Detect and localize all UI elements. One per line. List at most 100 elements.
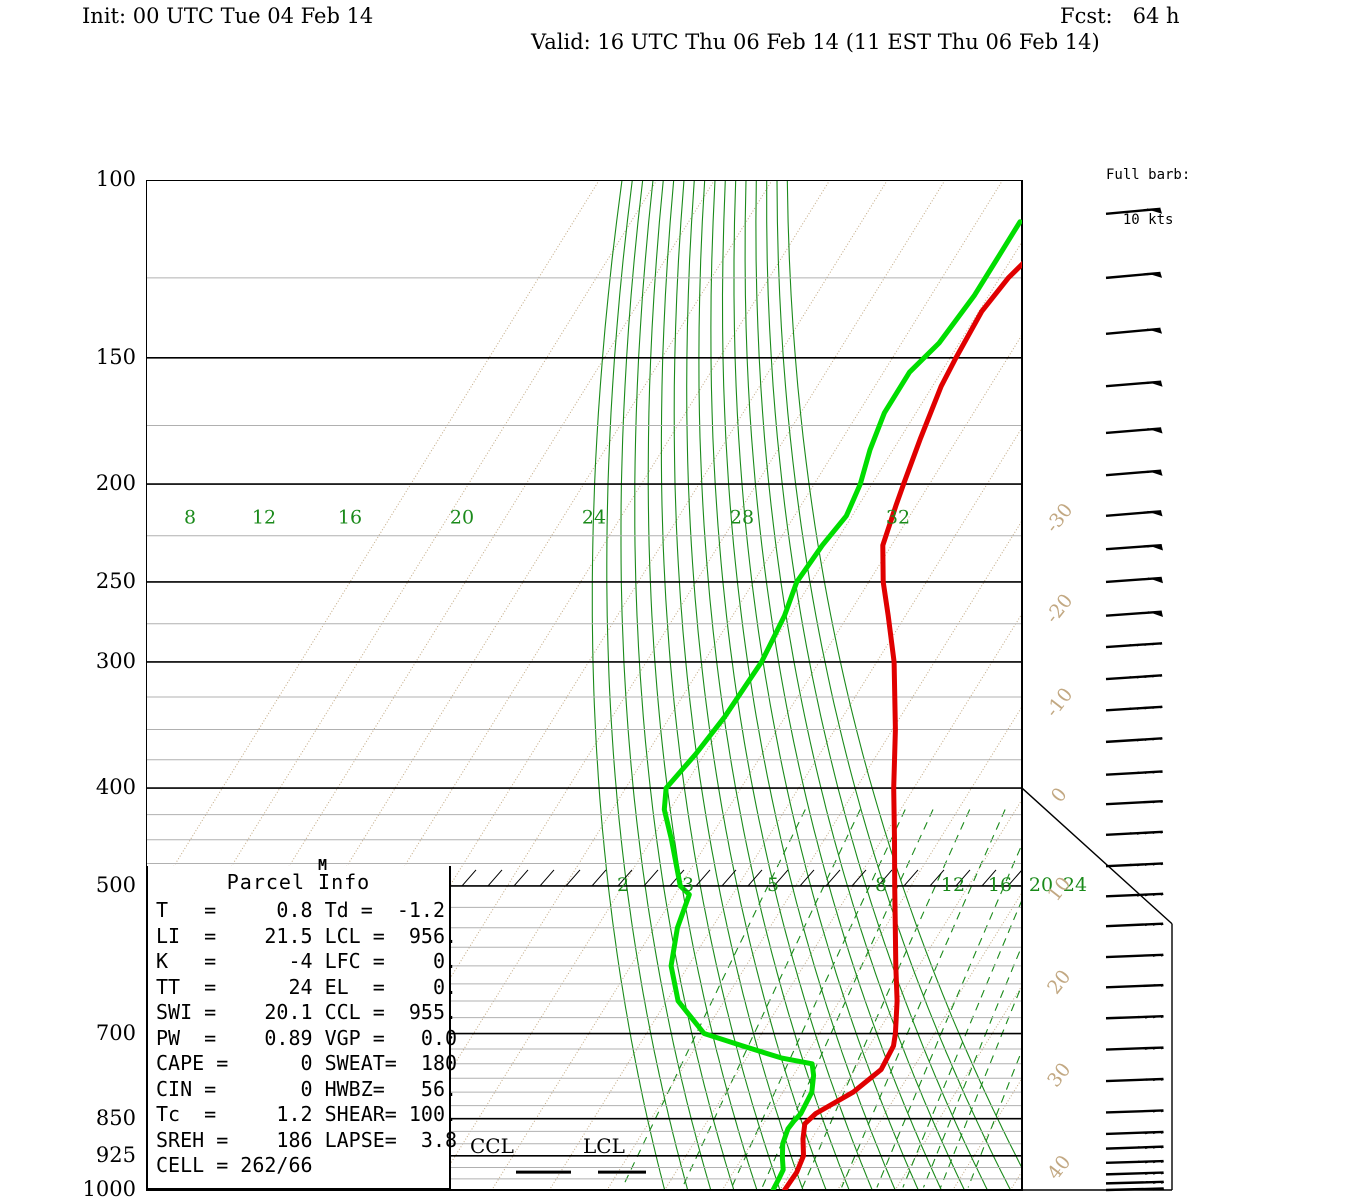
wind-barb	[1106, 273, 1162, 278]
mixing-ratio-line	[732, 810, 906, 1188]
isotherm-right-label: -20	[1041, 590, 1077, 628]
wind-barb	[1106, 1173, 1164, 1175]
isotherm-line	[492, 180, 1118, 1190]
mixing-ratio-label: 12	[941, 874, 965, 896]
dewpoint-curve	[664, 222, 1020, 1190]
wind-barb	[1106, 801, 1163, 804]
isotherm-line	[838, 180, 1350, 1190]
pressure-tick-label: 100	[50, 167, 136, 191]
parcel-info-row: SREH = 186 LAPSE= 3.8	[156, 1128, 449, 1154]
isotherm-top-label: -50	[1095, 180, 1131, 181]
parcel-info-row: LI = 21.5 LCL = 956.	[156, 924, 449, 950]
wind-barb	[1106, 545, 1163, 550]
mixing-ratio-line	[683, 810, 861, 1188]
valid-time-label: Valid: 16 UTC Thu 06 Feb 14 (11 EST Thu …	[531, 30, 1100, 54]
dry-adiabat-label: 24	[582, 506, 606, 528]
parcel-info-row: T = 0.8 Td = -1.2	[156, 898, 449, 924]
wind-barb	[1106, 578, 1163, 583]
parcel-info-title: Parcel Info	[148, 870, 449, 894]
lcl-label: LCL	[583, 1134, 625, 1158]
pressure-tick-label: 925	[50, 1143, 136, 1167]
moist-adiabat-line	[787, 180, 1033, 1190]
wind-barb	[1106, 894, 1163, 897]
wind-barb	[1106, 1161, 1164, 1163]
isotherm-right-label: 40	[1043, 1151, 1075, 1184]
parcel-info-row: CIN = 0 HWBZ= 56.	[156, 1077, 449, 1103]
parcel-info-row: CELL = 262/66	[156, 1153, 449, 1179]
wind-barb	[1106, 1188, 1164, 1190]
wind-barb	[1106, 329, 1162, 334]
init-time-label: Init: 00 UTC Tue 04 Feb 14	[82, 4, 373, 28]
isotherm-right-label: 0	[1047, 784, 1072, 807]
parcel-info-row: SWI = 20.1 CCL = 955.	[156, 1000, 449, 1026]
wind-barb	[1106, 955, 1163, 957]
parcel-info-row: CAPE = 0 SWEAT= 180	[156, 1051, 449, 1077]
wind-barb	[1106, 1048, 1163, 1050]
isotherm-top-label: -60	[1038, 180, 1074, 181]
isotherm-right-label: -10	[1041, 684, 1077, 722]
pressure-tick-label: 700	[50, 1021, 136, 1045]
wind-barb	[1106, 832, 1163, 835]
isotherm-line	[549, 180, 1175, 1190]
mixing-ratio-label: 16	[988, 874, 1012, 896]
mixing-ratio-label: 2	[617, 874, 629, 896]
mixing-ratio-line	[877, 810, 1037, 1188]
wind-barb	[1106, 1079, 1163, 1081]
wind-barb	[1106, 428, 1163, 433]
wind-barb	[1106, 1132, 1163, 1134]
pressure-tick-label: 850	[50, 1106, 136, 1130]
parcel-info-row: TT = 24 EL = 0.	[156, 975, 449, 1001]
wind-barb	[1106, 675, 1162, 679]
wind-barb	[1106, 1016, 1163, 1018]
mixing-ratio-line	[924, 810, 1080, 1188]
parcel-info-row: Tc = 1.2 SHEAR= 100.	[156, 1102, 449, 1128]
parcel-info-row: PW = 0.89 VGP = 0.0	[156, 1026, 449, 1052]
isotherm-top-label: -40	[1153, 180, 1189, 181]
dry-adiabat-label: 8	[184, 506, 196, 528]
wind-barb	[1106, 471, 1163, 476]
wind-barb	[1106, 863, 1163, 866]
mixing-ratio-line	[623, 810, 806, 1188]
isotherm-line	[780, 180, 1350, 1190]
mixing-ratio-label: 8	[875, 874, 887, 896]
moist-adiabat-line	[648, 180, 757, 1190]
pressure-tick-label: 250	[50, 569, 136, 593]
wind-barb	[1106, 1182, 1164, 1184]
wind-barb	[1106, 612, 1163, 617]
moist-adiabat-line	[621, 180, 711, 1190]
mixed-parcel-marker: M	[318, 856, 327, 874]
wind-barb	[1106, 209, 1162, 214]
pressure-tick-label: 300	[50, 649, 136, 673]
ccl-label: CCL	[470, 1134, 514, 1158]
wind-barb	[1106, 382, 1163, 387]
wind-barb	[1106, 707, 1162, 711]
wind-barb	[1106, 511, 1163, 516]
wind-barb	[1106, 1110, 1163, 1112]
moist-adiabat-line	[711, 180, 872, 1190]
wind-barb	[1106, 924, 1163, 927]
moist-adiabat-line	[756, 180, 965, 1190]
moist-adiabat-line	[745, 180, 941, 1190]
isotherm-right-label: 20	[1043, 966, 1075, 999]
mixing-ratio-label: 3	[682, 874, 694, 896]
dry-adiabat-label: 32	[886, 506, 910, 528]
dry-adiabat-label: 20	[450, 506, 474, 528]
isotherm-line	[377, 180, 1003, 1190]
isotherm-line	[1068, 180, 1350, 1190]
isotherm-line	[953, 180, 1350, 1190]
wind-barb-column	[1022, 209, 1172, 1190]
mixing-ratio-label: 5	[767, 874, 779, 896]
dry-adiabat-label: 12	[252, 506, 276, 528]
wind-barb	[1106, 985, 1163, 987]
pressure-tick-label: 1000	[50, 1177, 136, 1201]
dry-adiabat-label: 16	[338, 506, 362, 528]
pressure-tick-label: 200	[50, 471, 136, 495]
parcel-info-row: K = -4 LFC = 0.	[156, 949, 449, 975]
moist-adiabat-line	[734, 180, 918, 1190]
pressure-tick-label: 400	[50, 775, 136, 799]
pressure-tick-label: 150	[50, 345, 136, 369]
wind-barb	[1106, 643, 1162, 647]
forecast-hour-label: Fcst: 64 h	[1060, 4, 1180, 28]
